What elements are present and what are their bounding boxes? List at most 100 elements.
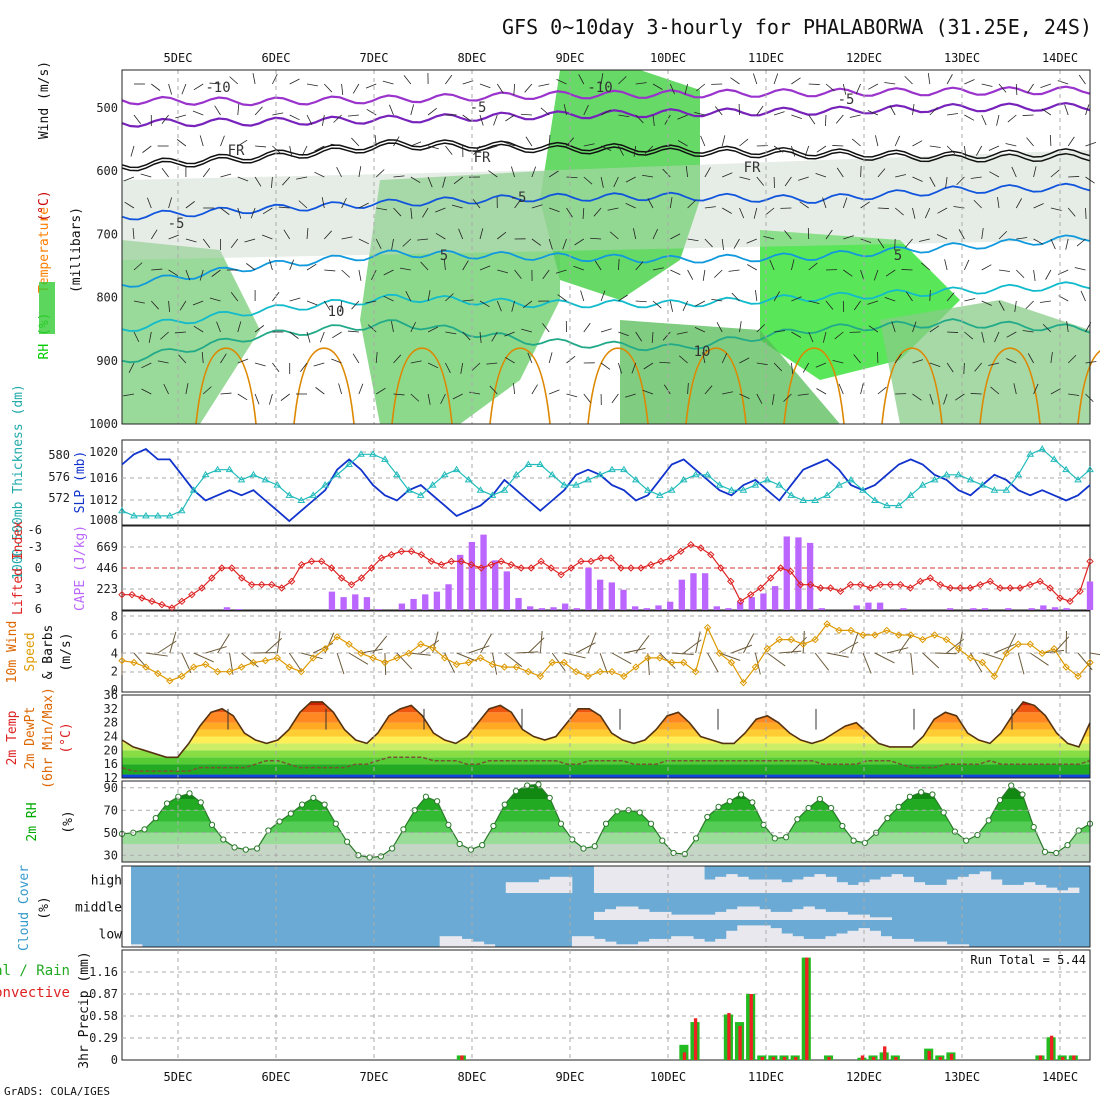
wind-barb (340, 300, 342, 312)
thickness-marker (906, 491, 915, 498)
wind-barb (594, 260, 602, 271)
li-marker (218, 564, 226, 572)
thickness-marker (165, 511, 174, 519)
wind-barb (199, 135, 204, 147)
wind-barb (230, 238, 239, 249)
rh-marker (1053, 849, 1060, 857)
cloud-cell-high (792, 879, 804, 893)
cloud-cell-low (671, 936, 683, 947)
cloud-cell-low (461, 938, 474, 947)
wind-barb (832, 359, 844, 364)
cloud-cell-low (604, 941, 617, 947)
wind-barb (633, 145, 637, 157)
wind-barb (714, 106, 723, 116)
wind-barb (652, 300, 662, 309)
wind-barb (875, 135, 879, 147)
cape-bar (375, 609, 382, 610)
li-marker (846, 580, 855, 589)
wind-barb (358, 166, 362, 178)
thickness-marker (512, 470, 521, 478)
temp-band (122, 764, 1090, 775)
cloud-cell-high (505, 882, 518, 893)
wind-speed-marker (632, 663, 640, 671)
li-marker (118, 590, 126, 599)
wind-barb (462, 80, 474, 85)
wind-barb (211, 269, 221, 277)
wind-speed-marker (440, 654, 449, 662)
wind-barb (574, 238, 585, 246)
thickness-line (121, 448, 1091, 517)
li-marker (617, 564, 625, 572)
li-marker (427, 557, 436, 566)
cape-tick: 669 (96, 540, 118, 554)
wind-barb (427, 145, 439, 150)
rh-marker (501, 801, 508, 808)
wind-barb (1014, 300, 1017, 312)
thickness-marker (225, 465, 234, 473)
precip-frame (121, 949, 1091, 1061)
wind-speed-marker (1050, 645, 1058, 653)
thickness-marker (201, 470, 210, 478)
wind-barb (753, 73, 758, 85)
cape-bar (1040, 605, 1047, 610)
precip-ylabel: 3hr Precip (mm) (77, 951, 92, 1068)
wind-barb (306, 83, 318, 87)
thickness-marker (297, 496, 306, 503)
wind-speed-marker (1014, 640, 1023, 648)
wind-barb (679, 355, 688, 364)
wind-barb (566, 137, 575, 147)
li-marker (228, 564, 236, 572)
wind-barb (771, 393, 775, 405)
cape-bar (480, 534, 487, 610)
wind-barb (1041, 108, 1052, 116)
wind-barb (835, 114, 844, 124)
wind-barb (469, 391, 481, 395)
wind-barb (347, 114, 359, 117)
cloud-frame (121, 865, 1091, 948)
wind-barb (341, 197, 347, 209)
wind-barb (953, 206, 965, 209)
wind-barb (791, 362, 794, 374)
wind-speed-marker (1086, 658, 1094, 667)
wind-speed-marker (1062, 663, 1070, 671)
slp-tick: 1012 (89, 493, 118, 507)
thickness-marker (823, 491, 831, 498)
wind-barb (237, 207, 242, 219)
precip-convective-bar (749, 994, 753, 1060)
wind-barb (282, 176, 290, 186)
cloud-cell-high (957, 876, 970, 893)
wind-barb-10m (1005, 633, 1017, 654)
wind-barb (998, 230, 1008, 240)
cape-bar (422, 594, 429, 610)
wind-barb (175, 114, 187, 119)
wind-barb (1033, 203, 1044, 209)
thickness-marker (321, 481, 330, 488)
wind-barb (301, 145, 308, 157)
thickness-marker (942, 470, 951, 478)
wind-speed-line (121, 623, 1091, 684)
wind-barb (336, 167, 342, 178)
wind-barb (609, 231, 619, 240)
wind-barb (1015, 83, 1018, 96)
li-marker (697, 544, 705, 552)
cape-bar (562, 603, 569, 610)
thickness-marker (990, 486, 999, 493)
wind-barb (842, 83, 847, 95)
wind-barb (185, 383, 189, 395)
wind-barb (891, 321, 896, 333)
wind-barb (179, 300, 187, 311)
cloud-cell-high (704, 879, 716, 893)
wind-barb-10m (838, 641, 859, 654)
cloud-cell-middle (825, 911, 837, 920)
cape-bar (492, 560, 499, 610)
thickness-marker (273, 481, 282, 488)
li-marker (327, 564, 336, 572)
thickness-marker (882, 501, 891, 509)
cloud-cell-middle (616, 906, 628, 920)
wind-speed-marker (656, 654, 664, 662)
cape-bar (655, 605, 662, 610)
cape-bar (527, 606, 534, 610)
cloud-cell-middle (660, 911, 672, 920)
wind-barb (929, 362, 941, 367)
thickness-marker (847, 475, 855, 483)
